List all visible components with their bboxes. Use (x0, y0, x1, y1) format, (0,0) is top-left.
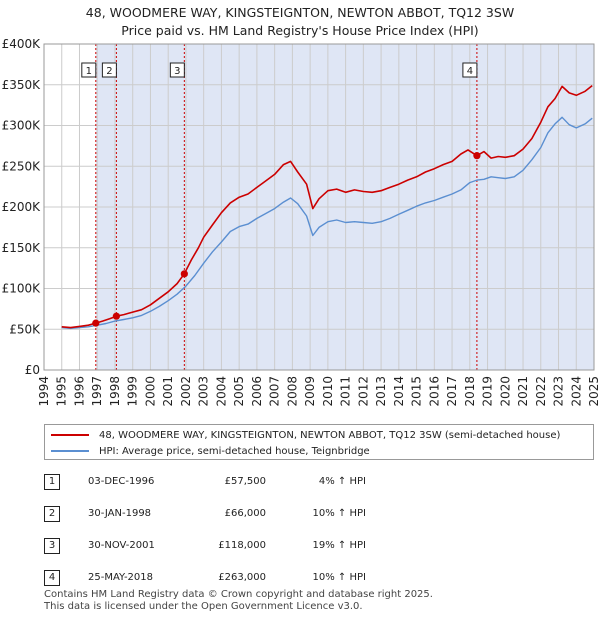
hpi-series-line (61, 116, 593, 330)
sale-label: 1 (86, 66, 92, 77)
price-chart: 1 2 3 4 £0 £50K £100K £150K £200K £250K £300K £350… (2, 37, 600, 407)
y-tick-label: £0 (25, 363, 40, 377)
table-row: 3 30-NOV-2001 £118,000 19% ↑ HPI (44, 538, 444, 554)
footer: Contains HM Land Registry data © Crown c… (44, 589, 433, 613)
table-row: 4 25-MAY-2018 £263,000 10% ↑ HPI (44, 570, 444, 586)
transaction-date: 03-DEC-1996 (88, 476, 155, 487)
legend-label-hpi: HPI: Average price, semi-detached house,… (99, 445, 370, 457)
x-tick-label: 2005 (232, 376, 246, 407)
sale-label: 2 (106, 66, 112, 77)
footer-licence: This data is licensed under the Open Gov… (44, 601, 363, 612)
y-tick-label: £150K (2, 241, 42, 255)
plot-border (43, 43, 595, 371)
x-tick-label: 1998 (108, 376, 122, 407)
sale-point (180, 270, 188, 278)
sale-point (473, 152, 481, 160)
y-tick-label: £400K (2, 37, 42, 51)
sale-label-box (101, 62, 117, 78)
footer-copyright: Contains HM Land Registry data © Crown c… (44, 589, 433, 600)
x-tick-label: 2013 (374, 376, 388, 407)
x-tick-label: 2000 (143, 376, 157, 407)
x-tick-label: 2007 (268, 376, 282, 407)
x-tick-label: 2022 (534, 376, 548, 407)
sale-label-box (81, 62, 97, 78)
x-tick-label: 2008 (285, 376, 299, 407)
x-tick-label: 1994 (37, 376, 51, 407)
y-tick-label: £250K (2, 159, 42, 173)
price-series-line (61, 84, 593, 329)
sale-point (92, 319, 100, 327)
x-tick-label: 2004 (214, 376, 228, 407)
transaction-date: 25-MAY-2018 (88, 572, 154, 583)
sale-label: 3 (174, 66, 180, 77)
sale-point (112, 312, 120, 320)
x-tick-label: 2009 (303, 376, 317, 407)
x-tick-label: 2021 (516, 376, 530, 407)
y-tick-label: £100K (2, 282, 42, 296)
x-tick-label: 2025 (587, 376, 600, 407)
x-tick-label: 2006 (250, 376, 264, 407)
x-tick-label: 2003 (197, 376, 211, 407)
y-tick-label: £200K (2, 200, 42, 214)
legend-label-price: 48, WOODMERE WAY, KINGSTEIGNTON, NEWTON … (99, 429, 561, 441)
y-tick-label: £350K (2, 78, 42, 92)
y-tick-label: £50K (9, 322, 41, 336)
x-tick-label: 2023 (552, 376, 566, 407)
x-tick-label: 2020 (498, 376, 512, 407)
legend: 48, WOODMERE WAY, KINGSTEIGNTON, NEWTON … (44, 424, 594, 460)
transaction-price: £263,000 (218, 572, 266, 583)
legend-swatch-hpi (51, 450, 89, 452)
x-tick-label: 2011 (339, 376, 353, 407)
x-tick-label: 2010 (321, 376, 335, 407)
table-row: 2 30-JAN-1998 £66,000 10% ↑ HPI (44, 506, 444, 522)
transaction-price: £118,000 (218, 540, 266, 551)
transaction-number: 4 (44, 570, 60, 586)
legend-item-hpi: HPI: Average price, semi-detached house,… (51, 443, 370, 459)
x-tick-label: 2018 (463, 376, 477, 407)
x-tick-label: 2015 (410, 376, 424, 407)
chart-title: 48, WOODMERE WAY, KINGSTEIGNTON, NEWTON … (0, 4, 600, 40)
x-tick-label: 1999 (126, 376, 140, 407)
transaction-hpi: 4% ↑ HPI (318, 476, 366, 487)
transaction-date: 30-NOV-2001 (88, 540, 155, 551)
legend-swatch-price (51, 434, 89, 436)
transaction-hpi: 10% ↑ HPI (312, 508, 366, 519)
title-line-1: 48, WOODMERE WAY, KINGSTEIGNTON, NEWTON … (85, 5, 515, 20)
x-tick-label: 1996 (72, 376, 86, 407)
legend-item-price: 48, WOODMERE WAY, KINGSTEIGNTON, NEWTON … (51, 427, 560, 443)
x-tick-label: 2001 (161, 376, 175, 407)
transaction-number: 1 (44, 474, 60, 490)
transaction-price: £66,000 (224, 508, 266, 519)
x-tick-label: 2014 (392, 376, 406, 407)
x-tick-label: 2016 (427, 376, 441, 407)
sale-label-box (169, 62, 185, 78)
transaction-number: 3 (44, 538, 60, 554)
x-tick-label: 2019 (481, 376, 495, 407)
transaction-hpi: 19% ↑ HPI (312, 540, 366, 551)
y-tick-label: £300K (2, 119, 42, 133)
sale-label-box (462, 62, 478, 78)
title-line-2: Price paid vs. HM Land Registry's House … (121, 23, 479, 38)
sale-label: 4 (467, 66, 473, 77)
table-row: 1 03-DEC-1996 £57,500 4% ↑ HPI (44, 474, 444, 490)
x-tick-label: 2017 (445, 376, 459, 407)
x-tick-label: 2024 (569, 376, 583, 407)
transaction-date: 30-JAN-1998 (88, 508, 152, 519)
x-tick-label: 2002 (179, 376, 193, 407)
x-tick-label: 2012 (356, 376, 370, 407)
transaction-price: £57,500 (224, 476, 266, 487)
transaction-hpi: 10% ↑ HPI (312, 572, 366, 583)
transaction-number: 2 (44, 506, 60, 522)
x-tick-label: 1995 (55, 376, 69, 407)
x-tick-label: 1997 (90, 376, 104, 407)
